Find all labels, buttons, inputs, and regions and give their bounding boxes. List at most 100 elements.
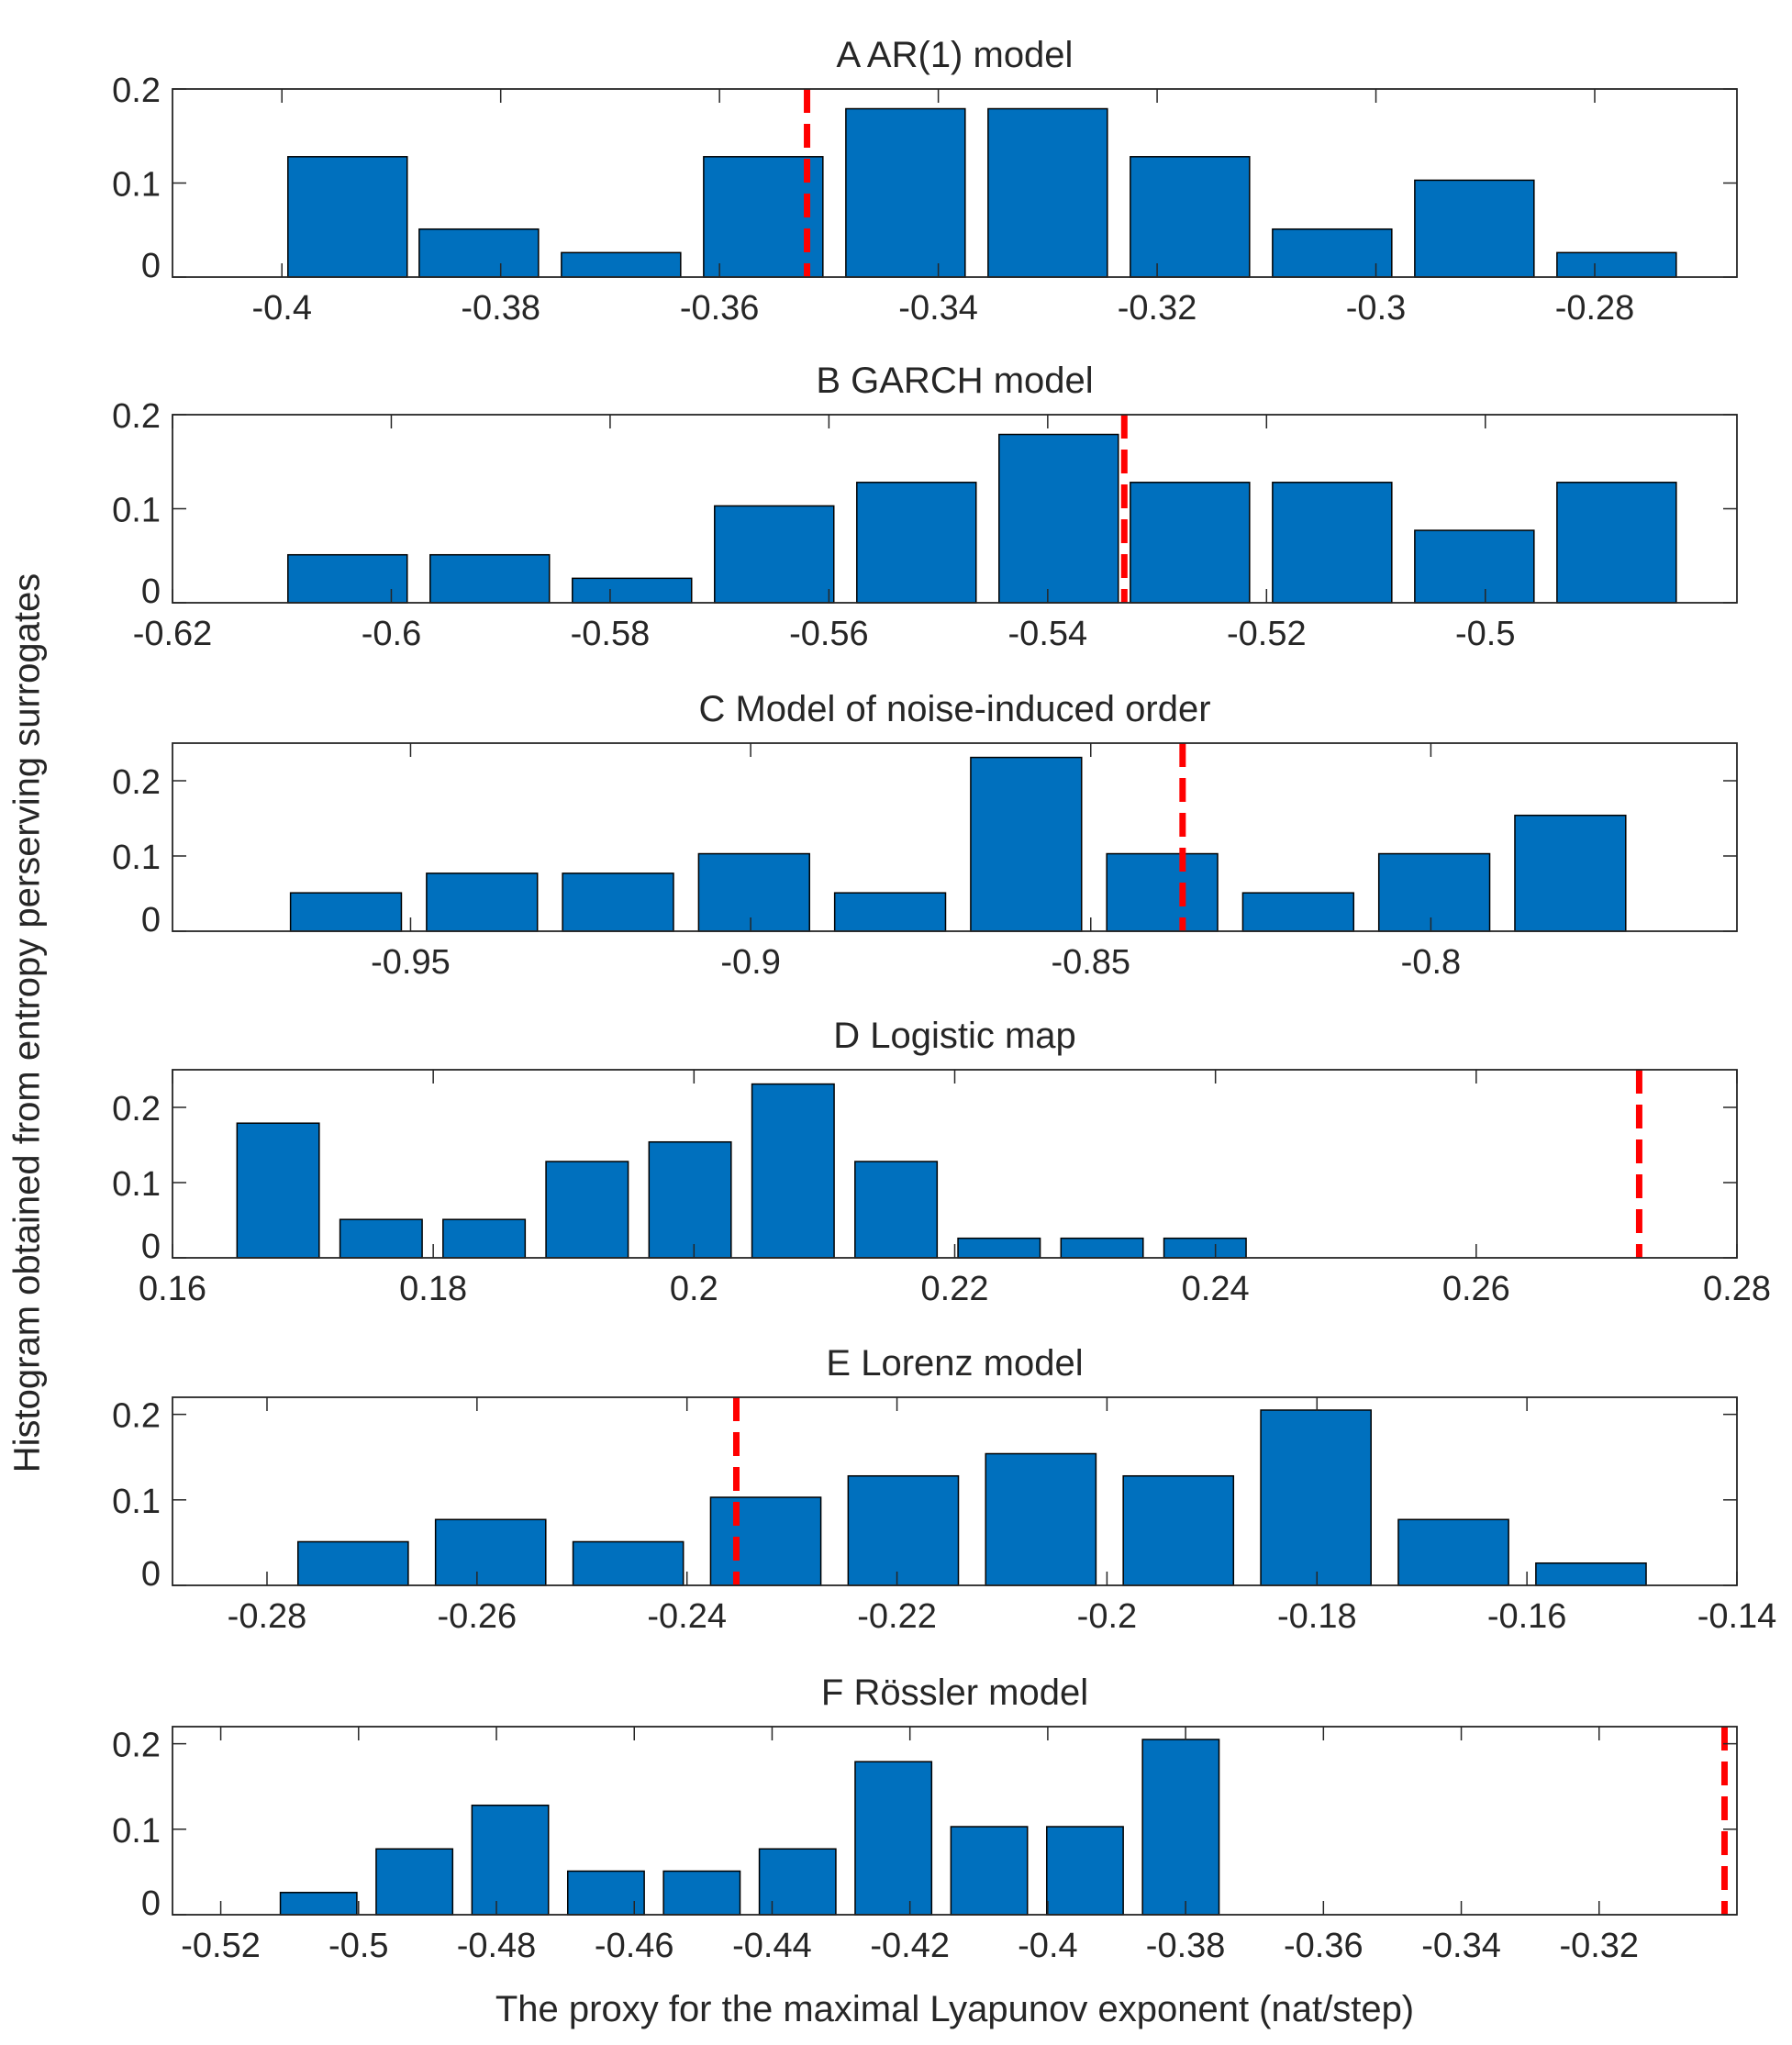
panel-e-bar [296, 1540, 409, 1586]
panel-e-xtick-label: -0.16 [1487, 1597, 1567, 1636]
panel-e-axes-box [172, 1396, 1738, 1586]
panel-f-xtick-label: -0.36 [1284, 1927, 1363, 1965]
panel-a-xtick-label: -0.34 [898, 289, 978, 328]
panel-e-bar [572, 1540, 685, 1586]
panel-b-bar [429, 553, 551, 604]
panel-b-bar [1414, 529, 1535, 604]
panel-b-bar [1556, 482, 1677, 604]
panel-f-xtick-label: -0.4 [1018, 1927, 1077, 1965]
panel-b-xtick-label: -0.54 [1008, 615, 1088, 653]
panel-c-bar [562, 872, 674, 932]
panel-c-bar [1241, 892, 1355, 932]
panel-d-bar [854, 1161, 939, 1259]
panel-d-ytick-label: 0.1 [112, 1165, 161, 1204]
panel-e-bar [434, 1518, 547, 1586]
panel-b-bar [998, 433, 1119, 604]
panel-e-bar [1260, 1409, 1372, 1586]
panel-c-xtick-label: -0.95 [371, 943, 451, 982]
panel-e-xtick-label: -0.14 [1697, 1597, 1777, 1636]
panel-f-axes-box [172, 1726, 1738, 1916]
y-axis-label: Histogram obtained from entropy perservi… [6, 572, 48, 1473]
panel-c-bar [970, 756, 1083, 932]
panel-a-xtick-label: -0.32 [1118, 289, 1197, 328]
panel-b-xtick-label: -0.6 [362, 615, 421, 653]
panel-f-bar [854, 1761, 933, 1916]
panel-f-title: F Rössler model [821, 1673, 1088, 1713]
panel-f-bar [758, 1848, 837, 1916]
panel-a-ytick-label: 0.2 [112, 72, 161, 110]
panel-d-title: D Logistic map [833, 1016, 1076, 1056]
panel-e-bar [847, 1474, 960, 1586]
panel-e-bar [1122, 1474, 1235, 1586]
panel-a-title: A AR(1) model [837, 35, 1074, 75]
panel-d-xtick-label: 0.22 [921, 1270, 989, 1308]
panel-c: C Model of noise-induced order 0 0.1 0.2 -0.… [112, 689, 1738, 982]
panel-c-xtick-label: -0.8 [1401, 943, 1461, 982]
panel-f-xtick-label: -0.42 [870, 1927, 950, 1965]
panel-d-xtick-label: 0.18 [399, 1270, 467, 1308]
panel-f-bar [1141, 1739, 1220, 1916]
panel-a-bar [561, 251, 682, 278]
panel-f-bar [471, 1804, 550, 1916]
panel-e-bar [985, 1452, 1097, 1586]
panel-b-bar [1130, 482, 1251, 604]
panel-c-bar [1106, 852, 1219, 932]
panel-a-xtick-label: -0.28 [1555, 289, 1635, 328]
panel-f-xtick-label: -0.34 [1421, 1927, 1501, 1965]
panel-a-xtick-label: -0.3 [1346, 289, 1406, 328]
panel-b-bar [714, 505, 835, 604]
panel-d-bar [1163, 1237, 1247, 1259]
panel-f-xtick-label: -0.38 [1146, 1927, 1226, 1965]
panel-a-bar [987, 107, 1108, 278]
panel-a-bar [287, 156, 408, 278]
panel-e-title: E Lorenz model [826, 1343, 1083, 1384]
panel-e-ytick-label: 0 [141, 1555, 161, 1594]
panel-a-bar [1130, 156, 1251, 278]
panel-c-title: C Model of noise-induced order [698, 689, 1210, 729]
panel-c-xtick-label: -0.85 [1051, 943, 1130, 982]
panel-b: B GARCH model 0 0.1 0.2 -0.62 -0.6 -0.58 -0.56 -… [112, 361, 1738, 653]
panel-b-xtick-label: -0.52 [1227, 615, 1307, 653]
panel-b-bar [856, 482, 977, 604]
panel-d-xtick-label: 0.2 [670, 1270, 718, 1308]
panel-a-xtick-label: -0.4 [251, 289, 311, 328]
panel-d-bar [957, 1237, 1041, 1259]
panel-d-bar [751, 1083, 835, 1259]
panel-b-bar [572, 577, 693, 604]
panel-c-ytick-label: 0.2 [112, 763, 161, 802]
panel-e-xtick-label: -0.18 [1277, 1597, 1357, 1636]
panel-f-xtick-label: -0.5 [328, 1927, 388, 1965]
panel-e-xtick-label: -0.22 [857, 1597, 937, 1636]
panel-e-ytick-label: 0.2 [112, 1397, 161, 1436]
panel-a: A AR(1) model 0 0.1 0.2 -0.4 -0.38 -0.36 -0.34 -… [112, 35, 1738, 328]
panel-c-axes-box [172, 742, 1738, 932]
panel-c-ytick-label: 0.1 [112, 839, 161, 877]
panel-d-bar [339, 1218, 423, 1259]
panel-b-bar [287, 553, 408, 604]
x-axis-label: The proxy for the maximal Lyapunov expon… [495, 1989, 1415, 2029]
panel-d: D Logistic map 0 0.1 0.2 0.16 0.18 0.2 0.22 0.24… [112, 1016, 1771, 1308]
panel-f-bar [662, 1870, 741, 1916]
panel-b-ytick-label: 0 [141, 572, 161, 611]
panel-e-ytick-label: 0.1 [112, 1483, 161, 1521]
panel-b-xtick-label: -0.62 [133, 615, 213, 653]
panel-a-xtick-label: -0.38 [461, 289, 540, 328]
panel-e-bar [709, 1496, 822, 1586]
panel-d-ytick-label: 0.2 [112, 1090, 161, 1128]
panel-e-xtick-label: -0.26 [438, 1597, 518, 1636]
panel-f-xtick-label: -0.52 [181, 1927, 261, 1965]
panel-a-ytick-label: 0.1 [112, 166, 161, 205]
panel-b-bar [1272, 482, 1393, 604]
panel-a-bar [845, 107, 966, 278]
panel-f-xtick-label: -0.32 [1559, 1927, 1639, 1965]
panel-c-bar [833, 892, 947, 932]
panel-a-bar [418, 228, 540, 278]
panel-f-ytick-label: 0.1 [112, 1812, 161, 1851]
panel-d-xtick-label: 0.16 [139, 1270, 206, 1308]
panel-e: E Lorenz model 0 0.1 0.2 -0.28 -0.26 -0.24 -0.2… [112, 1343, 1776, 1636]
panel-d-bar [545, 1161, 629, 1259]
panel-c-bar [1377, 852, 1491, 932]
panel-c-ytick-label: 0 [141, 901, 161, 939]
panel-b-ytick-label: 0.2 [112, 397, 161, 436]
